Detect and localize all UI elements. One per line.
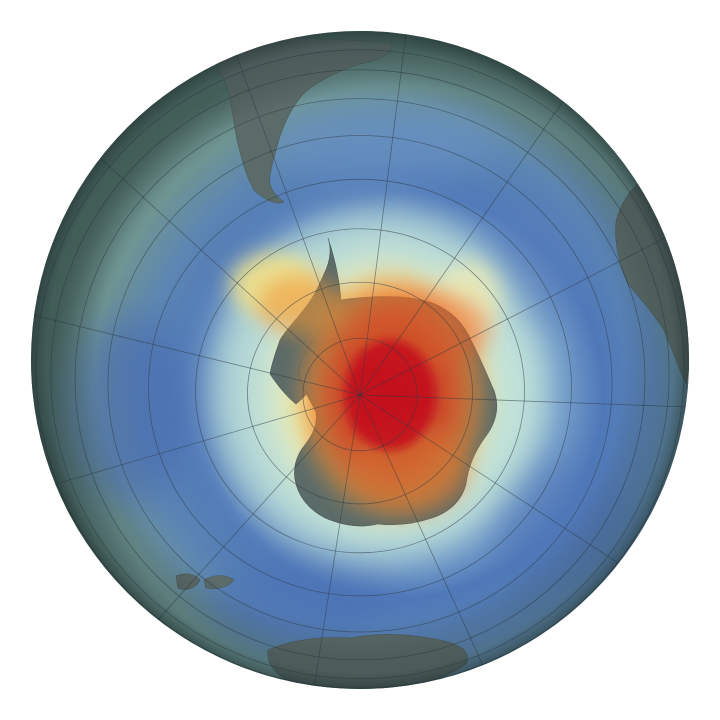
globe-svg — [31, 31, 689, 689]
globe-limb-shade — [31, 31, 689, 689]
ozone-globe-map — [31, 31, 689, 689]
globe-disc — [31, 31, 689, 689]
